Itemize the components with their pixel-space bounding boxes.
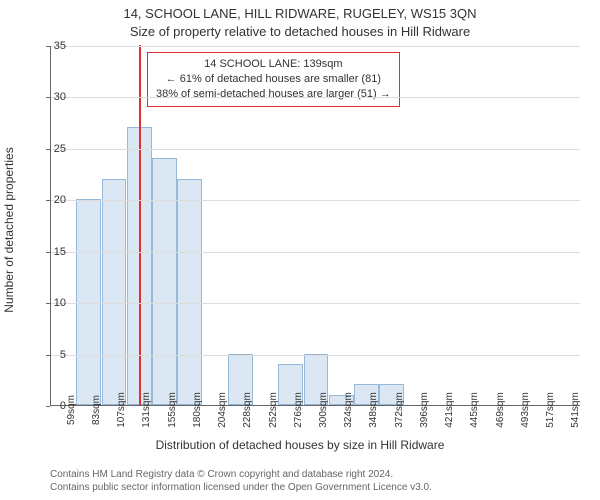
footer: Contains HM Land Registry data © Crown c…: [50, 468, 432, 494]
grid-line: [51, 46, 580, 47]
bar: [177, 179, 202, 405]
ytick-label: 0: [38, 400, 66, 412]
callout-line2: ← 61% of detached houses are smaller (81…: [156, 72, 391, 87]
grid-line: [51, 149, 580, 150]
ytick-mark: [46, 200, 50, 201]
xtick-label: 300sqm: [318, 392, 329, 428]
grid-line: [51, 97, 580, 98]
xtick-label: 517sqm: [545, 392, 556, 428]
xtick-label: 276sqm: [293, 392, 304, 428]
grid-line: [51, 252, 580, 253]
ytick-mark: [46, 303, 50, 304]
xtick-label: 324sqm: [343, 392, 354, 428]
footer-line2: Contains public sector information licen…: [50, 481, 432, 494]
xtick-label: 445sqm: [469, 392, 480, 428]
ytick-label: 20: [38, 194, 66, 206]
ytick-mark: [46, 406, 50, 407]
xtick-label: 469sqm: [495, 392, 506, 428]
footer-line1: Contains HM Land Registry data © Crown c…: [50, 468, 432, 481]
ytick-mark: [46, 46, 50, 47]
ytick-label: 35: [38, 40, 66, 52]
grid-line: [51, 355, 580, 356]
xtick-label: 541sqm: [570, 392, 581, 428]
xtick-label: 59sqm: [66, 395, 77, 425]
bar: [76, 199, 101, 405]
ytick-mark: [46, 149, 50, 150]
ytick-label: 30: [38, 91, 66, 103]
plot-area: 14 SCHOOL LANE: 139sqm ← 61% of detached…: [50, 46, 580, 406]
bar: [152, 158, 177, 405]
xtick-label: 252sqm: [268, 392, 279, 428]
xtick-label: 204sqm: [217, 392, 228, 428]
ytick-label: 15: [38, 246, 66, 258]
chart-container: 14, SCHOOL LANE, HILL RIDWARE, RUGELEY, …: [0, 0, 600, 500]
title-subtitle: Size of property relative to detached ho…: [0, 24, 600, 39]
xtick-label: 155sqm: [167, 392, 178, 428]
ytick-label: 25: [38, 143, 66, 155]
xtick-label: 83sqm: [91, 395, 102, 425]
ytick-mark: [46, 252, 50, 253]
marker-line: [139, 45, 141, 405]
xtick-label: 493sqm: [520, 392, 531, 428]
xtick-label: 396sqm: [419, 392, 430, 428]
grid-line: [51, 303, 580, 304]
y-axis-label: Number of detached properties: [2, 65, 16, 230]
y-axis-label-text: Number of detached properties: [2, 147, 16, 312]
title-address: 14, SCHOOL LANE, HILL RIDWARE, RUGELEY, …: [0, 6, 600, 21]
xtick-label: 131sqm: [141, 392, 152, 428]
ytick-mark: [46, 97, 50, 98]
x-axis-label: Distribution of detached houses by size …: [0, 438, 600, 452]
xtick-label: 372sqm: [394, 392, 405, 428]
xtick-label: 421sqm: [444, 392, 455, 428]
ytick-label: 10: [38, 297, 66, 309]
bar: [102, 179, 127, 405]
ytick-label: 5: [38, 349, 66, 361]
xtick-label: 180sqm: [192, 392, 203, 428]
callout-line1: 14 SCHOOL LANE: 139sqm: [156, 57, 391, 72]
ytick-mark: [46, 355, 50, 356]
xtick-label: 228sqm: [242, 392, 253, 428]
xtick-label: 107sqm: [116, 392, 127, 428]
grid-line: [51, 200, 580, 201]
xtick-label: 348sqm: [368, 392, 379, 428]
callout-line3: 38% of semi-detached houses are larger (…: [156, 87, 391, 102]
